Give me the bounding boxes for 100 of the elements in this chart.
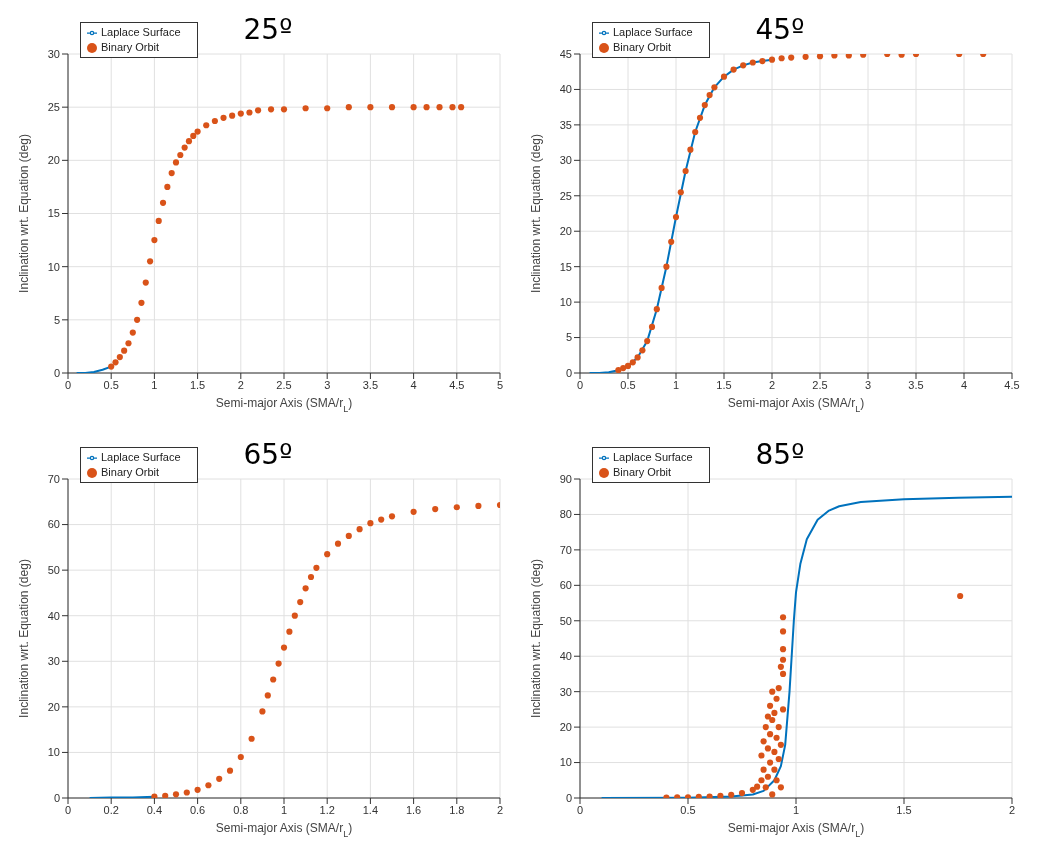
point <box>151 793 158 798</box>
point <box>410 508 417 515</box>
point <box>759 58 766 65</box>
y-axis-title: Inclination wrt. Equation (deg) <box>529 559 543 718</box>
y-tick-label: 20 <box>47 700 60 713</box>
y-tick-label: 90 <box>559 472 572 485</box>
x-tick-label: 0.5 <box>680 803 696 816</box>
point <box>778 55 785 62</box>
point <box>275 660 282 667</box>
point <box>334 540 342 547</box>
x-tick-label: 4.5 <box>449 378 465 391</box>
x-tick-label: 4.5 <box>1004 378 1020 391</box>
point <box>286 628 293 635</box>
point <box>701 101 708 109</box>
x-tick-label: 3.5 <box>908 378 924 391</box>
point <box>773 777 780 784</box>
point <box>229 112 236 119</box>
x-tick-label: 0 <box>64 803 72 816</box>
point <box>663 263 670 270</box>
point <box>717 792 724 798</box>
point <box>324 551 331 558</box>
x-tick-label: 1.8 <box>449 803 465 816</box>
point <box>695 793 702 798</box>
x-tick-label: 4 <box>960 378 968 391</box>
text: 45º <box>755 13 805 46</box>
point <box>264 692 271 699</box>
point <box>367 104 374 111</box>
point <box>766 702 774 709</box>
point <box>706 793 713 798</box>
y-tick-label: 30 <box>559 685 572 698</box>
point <box>771 709 778 717</box>
y-tick-label: 10 <box>559 296 572 309</box>
x-tick-label: 1.5 <box>189 378 206 391</box>
x-axis-title: Semi-major Axis (SMA/r$_{L}$) <box>727 396 865 414</box>
point <box>246 109 253 116</box>
point <box>226 767 234 774</box>
point <box>777 784 784 791</box>
x-tick-label: 1.5 <box>896 803 912 816</box>
y-tick-label: 30 <box>559 154 572 167</box>
legend-label: Binary Orbit <box>613 466 672 478</box>
y-axis-title: Inclination wrt. Equation (deg) <box>17 559 31 718</box>
point <box>211 117 218 125</box>
x-tick-label: 5 <box>496 378 504 391</box>
point <box>779 628 787 635</box>
x-tick-label: 2.5 <box>812 378 828 391</box>
point <box>436 104 443 111</box>
y-tick-label: 0 <box>53 366 60 379</box>
point <box>177 151 184 159</box>
x-tick-label: 1.6 <box>405 803 422 816</box>
point <box>764 745 772 752</box>
point <box>634 354 641 361</box>
y-tick-label: 70 <box>47 472 60 485</box>
x-tick-label: 2 <box>237 378 244 391</box>
point <box>644 338 651 345</box>
x-tick-label: 4 <box>410 378 417 391</box>
x-tick-label: 0.2 <box>103 803 119 816</box>
y-tick-label: 15 <box>47 207 60 220</box>
point <box>816 54 824 60</box>
point <box>449 104 456 111</box>
y-axis-title: Inclination wrt. Equation (deg) <box>17 134 31 293</box>
y-tick-label: 10 <box>559 756 572 769</box>
x-tick-label: 0 <box>64 378 72 391</box>
point <box>692 128 699 136</box>
point <box>773 734 780 741</box>
x-tick-label: 0 <box>576 378 584 391</box>
point <box>129 329 136 336</box>
y-tick-label: 40 <box>47 609 60 622</box>
x-axis-title: Semi-major Axis (SMA/r$_{L}$) <box>215 396 353 414</box>
point <box>775 724 782 731</box>
y-tick-label: 40 <box>559 650 572 663</box>
point <box>754 783 761 790</box>
point <box>766 759 774 766</box>
point <box>367 520 374 527</box>
x-tick-label: 3.5 <box>362 378 379 391</box>
point <box>112 359 119 366</box>
y-tick-label: 25 <box>47 101 60 114</box>
point <box>134 316 141 323</box>
y-tick-label: 10 <box>47 260 60 273</box>
point <box>802 54 809 60</box>
point <box>730 66 737 73</box>
point <box>687 146 694 153</box>
point <box>302 585 309 592</box>
x-tick-label: 0.5 <box>620 378 636 391</box>
point <box>378 516 385 523</box>
point <box>706 92 713 99</box>
point <box>620 364 627 372</box>
y-tick-label: 20 <box>559 225 572 238</box>
text: 85º <box>755 438 805 471</box>
point <box>302 105 309 112</box>
point <box>162 792 169 798</box>
legend-label: Laplace Surface <box>613 451 693 463</box>
point <box>432 505 439 513</box>
y-tick-label: 15 <box>559 260 572 273</box>
x-axis-title: Semi-major Axis (SMA/r$_{L}$) <box>727 821 865 839</box>
point <box>203 122 210 129</box>
x-tick-label: 2 <box>496 803 504 816</box>
point <box>164 183 171 190</box>
point <box>138 299 145 306</box>
legend-label: Laplace Surface <box>101 451 181 463</box>
y-tick-label: 5 <box>565 331 572 344</box>
